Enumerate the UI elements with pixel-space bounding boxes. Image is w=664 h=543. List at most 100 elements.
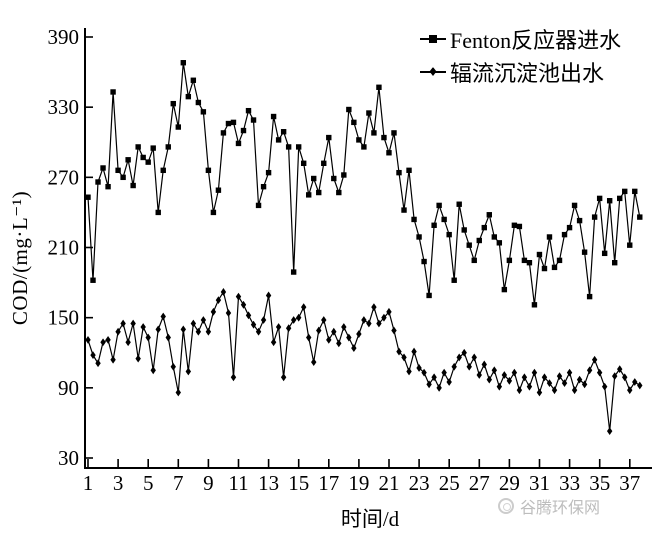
data-point-square [351, 119, 357, 126]
data-point-square [250, 117, 257, 123]
data-point-square [386, 150, 392, 156]
data-point-diamond [306, 333, 312, 342]
data-point-diamond [210, 307, 217, 316]
data-point-square [516, 223, 523, 230]
data-point-diamond [165, 333, 171, 342]
data-point-diamond [100, 338, 106, 347]
data-point-square [551, 264, 558, 271]
data-point-square [571, 202, 578, 209]
data-point-diamond [536, 388, 543, 397]
data-point-diamond [285, 324, 292, 333]
data-point-diamond [115, 327, 121, 336]
x-tick-label: 25 [439, 471, 460, 495]
data-point-diamond [416, 364, 422, 372]
data-point-square [150, 145, 156, 151]
data-point-diamond [391, 326, 397, 335]
data-point-diamond [150, 366, 156, 375]
data-point-diamond [386, 307, 392, 316]
data-point-diamond [431, 373, 437, 382]
data-point-diamond [160, 312, 166, 321]
data-point-diamond [471, 353, 477, 362]
data-point-diamond [351, 344, 357, 352]
data-point-diamond [486, 375, 492, 384]
data-point-square [426, 292, 432, 299]
data-point-square [110, 89, 116, 95]
diamond-marker-icon [420, 67, 446, 76]
data-point-square [531, 302, 538, 308]
data-point-diamond [461, 348, 467, 357]
data-point-square [481, 224, 487, 231]
data-point-diamond [220, 288, 227, 296]
data-point-square [170, 100, 176, 107]
data-point-diamond [586, 366, 593, 375]
data-point-square [581, 249, 588, 255]
data-point-square [436, 202, 442, 209]
data-point-diamond [401, 353, 407, 362]
data-point-square [466, 242, 472, 248]
data-point-square [145, 159, 151, 165]
data-point-diamond [396, 347, 402, 356]
data-point-square [411, 216, 417, 223]
data-point-square [627, 242, 633, 248]
x-tick-label: 21 [379, 471, 400, 495]
data-point-square [295, 144, 302, 150]
data-point-square [371, 130, 377, 136]
data-point-diamond [135, 354, 141, 363]
watermark-text: 谷腾环保网 [520, 500, 601, 517]
data-point-square [190, 77, 197, 83]
data-point-diamond [596, 368, 603, 377]
data-point-square [566, 224, 573, 231]
data-point-diamond [516, 386, 523, 395]
watermark-logo-icon [498, 498, 514, 514]
data-point-square [526, 260, 533, 266]
legend-item-influent: Fenton反应器进水 [420, 22, 621, 55]
data-point-diamond [617, 365, 623, 374]
data-point-diamond [571, 386, 578, 395]
data-point-diamond [546, 379, 553, 388]
data-point-square [240, 127, 247, 134]
data-point-square [396, 169, 402, 176]
data-point-diamond [501, 371, 508, 379]
data-point-square [346, 106, 352, 113]
data-point-diamond [456, 353, 462, 362]
data-point-square [95, 179, 101, 185]
x-tick-label: 3 [113, 471, 124, 495]
data-point-square [140, 154, 146, 161]
data-point-square [316, 189, 322, 196]
data-point-diamond [175, 388, 181, 397]
data-point-diamond [622, 373, 628, 382]
data-point-diamond [632, 378, 638, 386]
data-point-square [461, 227, 467, 233]
series-line-1 [87, 290, 641, 432]
data-point-diamond [421, 368, 427, 377]
data-point-diamond [326, 335, 332, 344]
data-point-square [195, 99, 202, 106]
data-point-diamond [606, 427, 613, 436]
data-point-diamond [451, 362, 457, 371]
data-point-square [401, 207, 407, 213]
data-point-diamond [336, 339, 342, 348]
data-point-diamond [637, 381, 643, 390]
data-point-diamond [85, 335, 91, 344]
y-axis-title: COD/(mg·L⁻¹) [8, 190, 32, 326]
data-point-diamond [130, 319, 136, 328]
x-tick-label: 23 [409, 471, 430, 495]
data-point-square [406, 167, 412, 174]
data-point-diamond [566, 368, 573, 377]
data-point-square [230, 119, 237, 126]
data-point-diamond [426, 380, 432, 389]
data-point-square [280, 129, 287, 135]
data-point-square [611, 260, 618, 266]
data-point-square [270, 113, 277, 120]
data-point-diamond [110, 355, 116, 364]
data-point-diamond [215, 296, 222, 305]
data-point-square [381, 134, 387, 141]
data-point-diamond [235, 292, 242, 301]
x-tick-label: 33 [559, 471, 580, 495]
data-point-square [100, 165, 106, 171]
data-point-square [115, 167, 121, 174]
data-point-diamond [170, 362, 176, 371]
axis-lines [84, 28, 652, 469]
data-point-diamond [145, 333, 151, 342]
